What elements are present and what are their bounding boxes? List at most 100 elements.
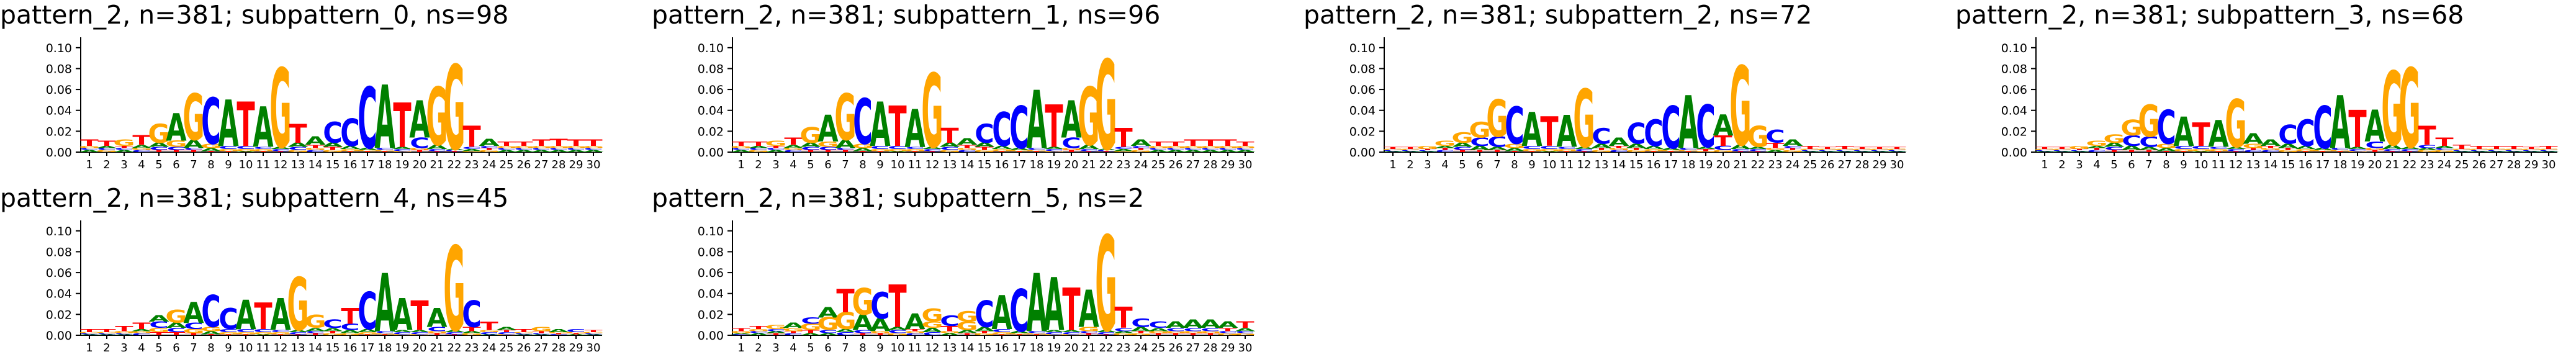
logo-letter-glyph: C	[2504, 150, 2524, 151]
logo-letter-C: C	[2365, 140, 2385, 150]
logo-letter-glyph: A	[852, 147, 873, 152]
logo-letter-G: G	[148, 119, 169, 149]
logo-letter-glyph: G	[1008, 150, 1030, 151]
logo-letter-glyph: C	[2261, 150, 2281, 153]
logo-letter-glyph: G	[1217, 333, 1238, 336]
logo-letter-glyph: G	[339, 148, 361, 151]
logo-letter-G: G	[1503, 143, 1525, 150]
x-tick-label: 12	[2229, 158, 2243, 171]
logo-letter-A: A	[904, 310, 925, 335]
logo-letter-A: A	[2243, 131, 2264, 148]
logo-letter-glyph: C	[514, 148, 534, 151]
logo-letter-A: A	[1504, 147, 1524, 152]
logo-letter-G: G	[1747, 120, 1768, 154]
logo-letter-T: T	[1644, 151, 1663, 153]
logo-letter-C: C	[549, 148, 569, 151]
logo-letter-A: A	[887, 326, 907, 331]
logo-letter-T: T	[80, 328, 98, 333]
logo-letter-glyph: A	[461, 148, 482, 151]
logo-letter-C: C	[305, 150, 325, 153]
logo-letter-glyph: G	[2451, 149, 2472, 151]
x-tick-label: 13	[943, 341, 957, 355]
logo-letter-glyph: A	[79, 334, 100, 336]
logo-letter-glyph: A	[409, 91, 430, 150]
x-tick-label: 6	[173, 341, 179, 355]
x-tick-label: 4	[790, 341, 796, 355]
logo-letter-C: C	[1731, 148, 1750, 151]
logo-letter-glyph: C	[905, 333, 925, 336]
logo-letter-T: T	[767, 145, 785, 148]
logo-letter-C: C	[818, 146, 838, 151]
logo-letter-A: A	[1061, 330, 1082, 333]
logo-letter-glyph: T	[2539, 145, 2557, 150]
logo-letter-glyph: T	[1731, 151, 1750, 153]
logo-letter-A: A	[496, 326, 516, 331]
logo-letter-glyph: A	[1113, 148, 1134, 151]
x-tick-label: 25	[500, 158, 514, 171]
logo-letter-glyph: C	[2122, 133, 2141, 150]
logo-letter-G: G	[130, 148, 152, 151]
logo-letter-G: G	[461, 151, 482, 153]
logo-letter-T: T	[732, 140, 750, 147]
logo-letter-glyph: G	[904, 331, 925, 334]
logo-letter-glyph: G	[356, 332, 378, 335]
x-tick-label: 8	[859, 158, 866, 171]
logo-letter-T: T	[906, 328, 924, 332]
logo-letter-T: T	[871, 151, 889, 153]
logo-letter-glyph: C	[1783, 145, 1803, 148]
logo-letter-glyph: T	[236, 334, 255, 336]
logo-letter-G: G	[2068, 145, 2090, 150]
logo-letter-A: A	[131, 144, 151, 149]
logo-letter-G: G	[582, 332, 604, 334]
logo-letter-glyph: G	[921, 53, 943, 171]
logo-letter-glyph: A	[731, 150, 752, 153]
logo-letter-T: T	[515, 328, 533, 333]
logo-letter-glyph: C	[888, 329, 907, 334]
logo-letter-glyph: T	[871, 333, 889, 336]
logo-letter-T: T	[376, 151, 394, 153]
logo-letter-G: G	[530, 326, 552, 333]
logo-letter-glyph: T	[940, 325, 959, 333]
logo-letter-A: A	[1148, 327, 1168, 332]
logo-letter-C: C	[2313, 95, 2333, 162]
x-tick-label: 9	[876, 341, 883, 355]
logo-letter-A: A	[1469, 145, 1490, 151]
logo-letter-T: T	[1149, 333, 1168, 336]
logo-letter-glyph: G	[374, 333, 395, 335]
logo-letter-glyph: G	[817, 140, 839, 148]
logo-letter-C: C	[940, 146, 960, 151]
logo-letter-glyph: A	[2434, 145, 2455, 148]
logo-letter-T: T	[480, 148, 498, 151]
logo-letter-G: G	[1199, 331, 1221, 334]
x-tick-label: 29	[569, 341, 583, 355]
logo-letter-T: T	[1097, 334, 1115, 336]
logo-letter-A: A	[392, 330, 413, 333]
logo-letter-glyph: A	[1148, 150, 1169, 153]
x-tick-label: 4	[790, 158, 796, 171]
x-tick-label: 18	[378, 341, 392, 355]
logo-letter-glyph: T	[906, 151, 924, 153]
logo-letter-glyph: T	[184, 150, 203, 153]
logo-letter-glyph: A	[731, 333, 752, 335]
logo-letter-glyph: T	[1470, 150, 1489, 153]
logo-letter-glyph: G	[235, 148, 256, 151]
x-tick-label: 25	[1803, 158, 1817, 171]
logo-letter-G: G	[2416, 150, 2438, 153]
logo-letter-glyph: T	[1610, 145, 1628, 148]
logo-letter-glyph: T	[2244, 148, 2263, 151]
logo-letter-glyph: C	[1200, 327, 1220, 332]
logo-letter-glyph: G	[130, 331, 152, 334]
x-tick-label: 29	[569, 158, 583, 171]
logo-letter-glyph: C	[462, 147, 482, 150]
logo-letter-glyph: A	[148, 142, 169, 148]
logo-letter-G: G	[2312, 150, 2333, 151]
logo-letter-A: A	[2034, 151, 2055, 153]
logo-letter-A: A	[426, 304, 447, 333]
logo-letter-glyph: G	[252, 332, 274, 335]
logo-letter-glyph: T	[532, 138, 551, 148]
logo-letter-glyph: C	[497, 148, 516, 151]
logo-letter-glyph: T	[1184, 333, 1202, 336]
x-tick-label: 20	[413, 341, 427, 355]
logo-letter-A: A	[1096, 149, 1117, 151]
logo-letter-glyph: T	[584, 330, 603, 333]
